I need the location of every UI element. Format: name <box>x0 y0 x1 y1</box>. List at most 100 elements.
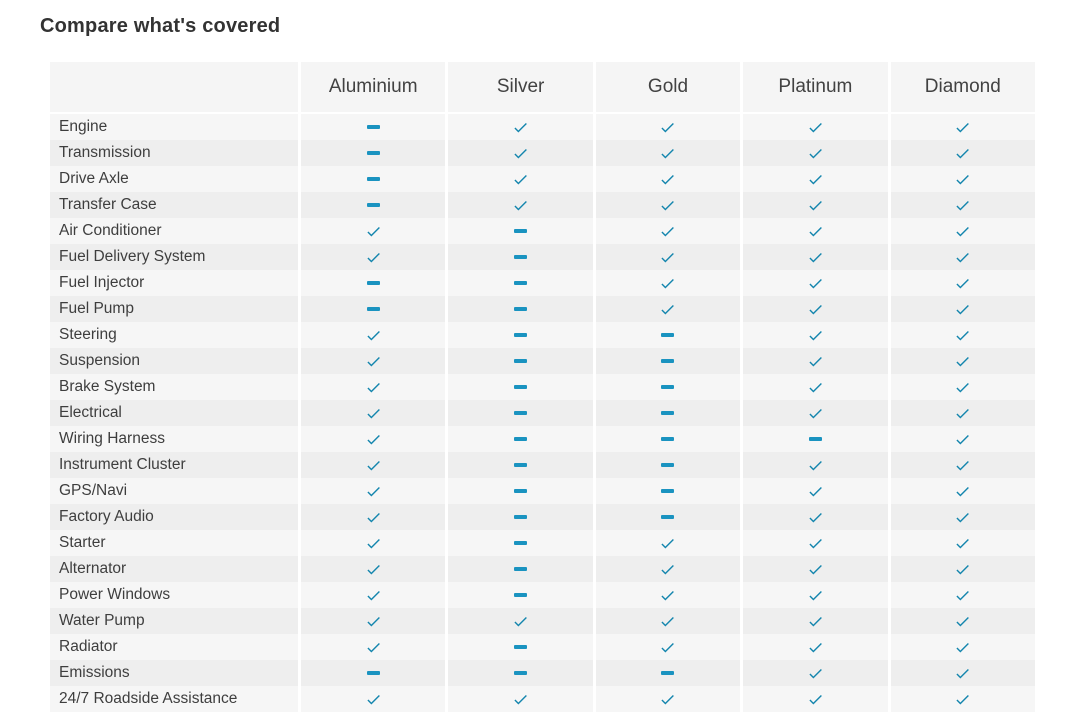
coverage-cell <box>595 556 741 582</box>
dash-icon <box>514 255 528 259</box>
check-icon <box>514 694 527 704</box>
dash-icon <box>514 411 528 415</box>
coverage-cell <box>890 660 1035 686</box>
coverage-cell <box>595 244 741 270</box>
row-label: Transfer Case <box>50 192 298 218</box>
check-icon <box>661 148 675 158</box>
coverage-cell <box>595 140 741 166</box>
coverage-cell <box>595 348 741 374</box>
check-icon <box>809 512 822 522</box>
coverage-cell <box>595 426 741 452</box>
coverage-cell <box>301 634 446 660</box>
check-icon <box>661 694 675 704</box>
coverage-cell <box>595 504 741 530</box>
check-icon <box>367 226 380 236</box>
check-icon <box>809 304 822 314</box>
coverage-cell <box>743 192 888 218</box>
coverage-cell <box>743 244 888 270</box>
check-icon <box>809 382 822 392</box>
coverage-cell <box>743 452 888 478</box>
check-icon <box>367 486 380 496</box>
check-icon <box>367 460 380 470</box>
coverage-cell <box>448 582 593 608</box>
dash-icon <box>514 229 528 233</box>
coverage-cell <box>743 374 888 400</box>
coverage-comparison-table: Aluminium Silver Gold Platinum Diamond Engin… <box>50 62 1035 712</box>
dash-icon <box>661 437 675 441</box>
check-icon <box>956 356 970 366</box>
coverage-cell <box>743 556 888 582</box>
coverage-cell <box>301 504 446 530</box>
check-icon <box>661 226 675 236</box>
coverage-cell <box>890 192 1035 218</box>
check-icon <box>809 486 822 496</box>
coverage-cell <box>890 478 1035 504</box>
check-icon <box>367 382 380 392</box>
coverage-cell <box>301 426 446 452</box>
coverage-cell <box>595 582 741 608</box>
check-icon <box>367 434 380 444</box>
coverage-cell <box>595 608 741 634</box>
coverage-cell <box>448 660 593 686</box>
check-icon <box>809 590 822 600</box>
coverage-cell <box>301 218 446 244</box>
coverage-cell <box>743 530 888 556</box>
check-icon <box>809 460 822 470</box>
dash-icon <box>661 359 675 363</box>
coverage-cell <box>301 608 446 634</box>
row-label: Transmission <box>50 140 298 166</box>
row-label: Steering <box>50 322 298 348</box>
coverage-cell <box>301 192 446 218</box>
dash-icon <box>514 645 528 649</box>
coverage-cell <box>595 374 741 400</box>
coverage-cell <box>890 556 1035 582</box>
coverage-cell <box>743 608 888 634</box>
column-header-aluminium: Aluminium <box>301 62 446 112</box>
check-icon <box>661 642 675 652</box>
dash-icon <box>514 359 528 363</box>
check-icon <box>367 694 380 704</box>
coverage-cell <box>301 400 446 426</box>
check-icon <box>956 434 970 444</box>
dash-icon <box>661 463 675 467</box>
check-icon <box>809 408 822 418</box>
check-icon <box>367 616 380 626</box>
coverage-cell <box>595 270 741 296</box>
dash-icon <box>514 489 528 493</box>
check-icon <box>661 174 675 184</box>
coverage-cell <box>448 530 593 556</box>
check-icon <box>367 564 380 574</box>
coverage-cell <box>301 114 446 140</box>
check-icon <box>956 564 970 574</box>
coverage-cell <box>890 374 1035 400</box>
coverage-cell <box>301 270 446 296</box>
coverage-cell <box>595 660 741 686</box>
page-title: Compare what's covered <box>40 15 281 37</box>
check-icon <box>661 616 675 626</box>
check-icon <box>809 668 822 678</box>
check-icon <box>661 564 675 574</box>
coverage-cell <box>448 270 593 296</box>
coverage-cell <box>448 218 593 244</box>
check-icon <box>809 616 822 626</box>
coverage-cell <box>890 114 1035 140</box>
coverage-cell <box>301 166 446 192</box>
row-label: Alternator <box>50 556 298 582</box>
check-icon <box>809 122 822 132</box>
coverage-cell <box>890 166 1035 192</box>
coverage-cell <box>448 296 593 322</box>
coverage-cell <box>301 556 446 582</box>
coverage-cell <box>743 296 888 322</box>
check-icon <box>956 460 970 470</box>
coverage-cell <box>890 686 1035 712</box>
check-icon <box>809 252 822 262</box>
dash-icon <box>661 411 675 415</box>
coverage-cell <box>595 452 741 478</box>
coverage-cell <box>448 348 593 374</box>
check-icon <box>661 278 675 288</box>
dash-icon <box>514 593 528 597</box>
column-header-blank <box>50 62 298 112</box>
check-icon <box>956 252 970 262</box>
coverage-cell <box>448 556 593 582</box>
check-icon <box>809 356 822 366</box>
